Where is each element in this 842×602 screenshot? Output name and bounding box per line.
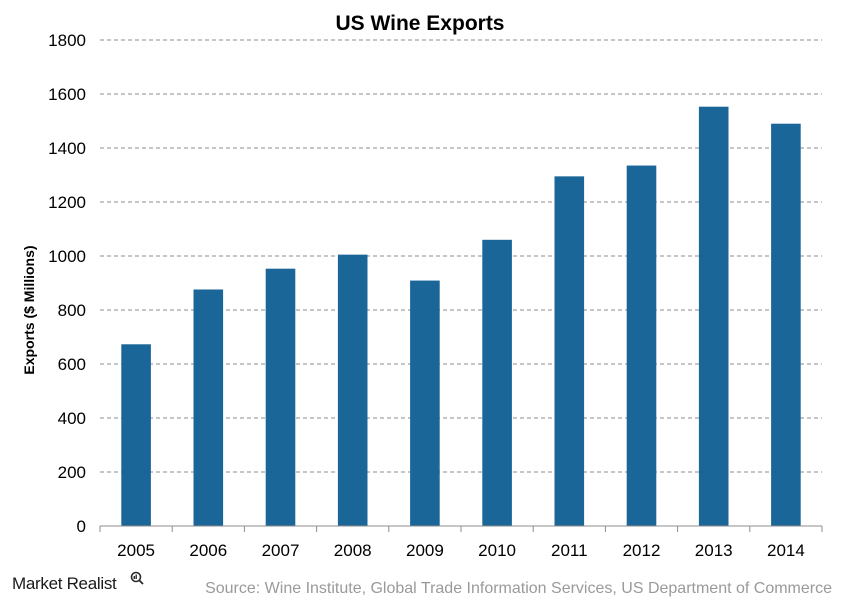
source-note: Source: Wine Institute, Global Trade Inf…	[205, 580, 832, 597]
y-tick-label: 400	[58, 409, 86, 428]
bar-2009	[410, 281, 440, 526]
y-tick-label: 200	[58, 463, 86, 482]
x-tick-label: 2008	[334, 541, 372, 560]
bar-2006	[193, 289, 223, 526]
x-tick-label: 2007	[262, 541, 300, 560]
y-tick-label: 1600	[48, 85, 86, 104]
x-tick-label: 2005	[117, 541, 155, 560]
bar-2010	[482, 240, 512, 526]
y-axis-label: Exports ($ Millions)	[21, 245, 37, 374]
bar-2005	[121, 344, 151, 526]
x-tick-label: 2014	[767, 541, 805, 560]
y-tick-label: 1000	[48, 247, 86, 266]
y-axis-ticks: 0 200 400 600 800 1000 1200 1400 1600 1800	[48, 31, 86, 536]
y-tick-label: 1400	[48, 139, 86, 158]
y-tick-label: 600	[58, 355, 86, 374]
x-axis-ticks: 2005 2006 2007 2008 2009 2010 2011 2012 2013 2014	[100, 526, 822, 560]
bar-2014	[771, 124, 801, 526]
x-tick-label: 2013	[695, 541, 733, 560]
bar-2007	[266, 269, 296, 526]
bar-2013	[699, 107, 729, 526]
bar-2011	[554, 176, 584, 526]
magnifier-icon	[132, 573, 144, 585]
chart-title: US Wine Exports	[335, 12, 504, 35]
x-tick-label: 2006	[189, 541, 227, 560]
x-tick-label: 2009	[406, 541, 444, 560]
brand-name: Market Realist	[12, 574, 117, 593]
brand-logo: Market Realist	[12, 573, 143, 594]
y-tick-label: 800	[58, 301, 86, 320]
x-tick-label: 2011	[551, 541, 588, 560]
bars	[121, 107, 800, 526]
x-tick-label: 2010	[478, 541, 516, 560]
x-tick-label: 2012	[623, 541, 661, 560]
bar-2008	[338, 255, 368, 526]
y-tick-label: 1200	[48, 193, 86, 212]
y-tick-label: 0	[77, 517, 86, 536]
bar-2012	[627, 166, 657, 526]
y-tick-label: 1800	[48, 31, 86, 50]
